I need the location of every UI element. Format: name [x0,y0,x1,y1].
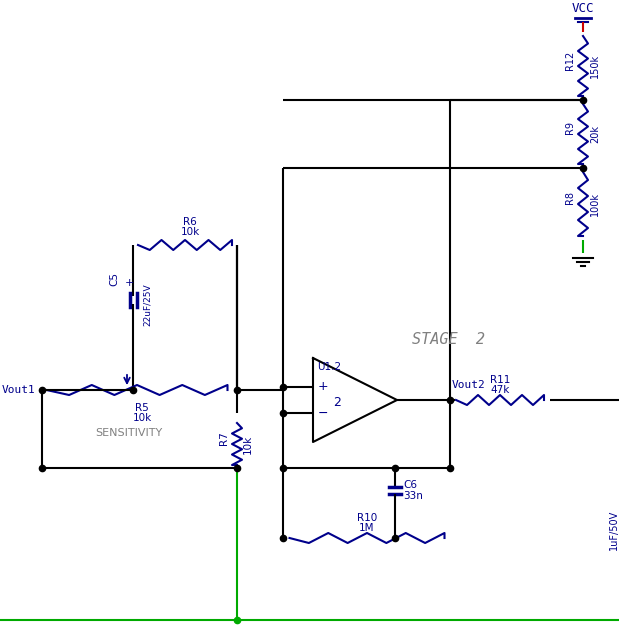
Text: C6: C6 [403,480,417,490]
Text: C5: C5 [109,272,119,286]
Text: R9: R9 [565,122,575,134]
Text: 100k: 100k [590,192,600,216]
Text: 1uF/50V: 1uF/50V [609,510,619,550]
Text: U1.2: U1.2 [317,362,341,372]
Text: +: + [318,381,329,394]
Text: R11: R11 [490,375,510,385]
Text: 33n: 33n [403,491,423,501]
Text: R8: R8 [565,191,575,205]
Text: VCC: VCC [572,2,594,15]
Text: 20k: 20k [590,125,600,143]
Text: 22uF/25V: 22uF/25V [143,284,152,326]
Text: R6: R6 [183,217,197,227]
Text: 1M: 1M [359,523,374,533]
Text: +: + [124,278,134,288]
Text: R10: R10 [357,513,377,523]
Text: R12: R12 [565,51,575,70]
Text: Vout2: Vout2 [452,380,486,390]
Text: 10k: 10k [243,435,253,454]
Text: −: − [318,406,329,419]
Text: R7: R7 [219,431,229,445]
Text: 150k: 150k [590,54,600,78]
Text: 10k: 10k [132,413,152,423]
Text: 47k: 47k [490,385,509,395]
Text: STAGE  2: STAGE 2 [412,333,485,348]
Text: 2: 2 [333,396,341,408]
Text: R5: R5 [135,403,149,413]
Text: SENSITIVITY: SENSITIVITY [95,428,163,438]
Text: Vout1: Vout1 [2,385,36,395]
Text: 10k: 10k [180,227,199,237]
